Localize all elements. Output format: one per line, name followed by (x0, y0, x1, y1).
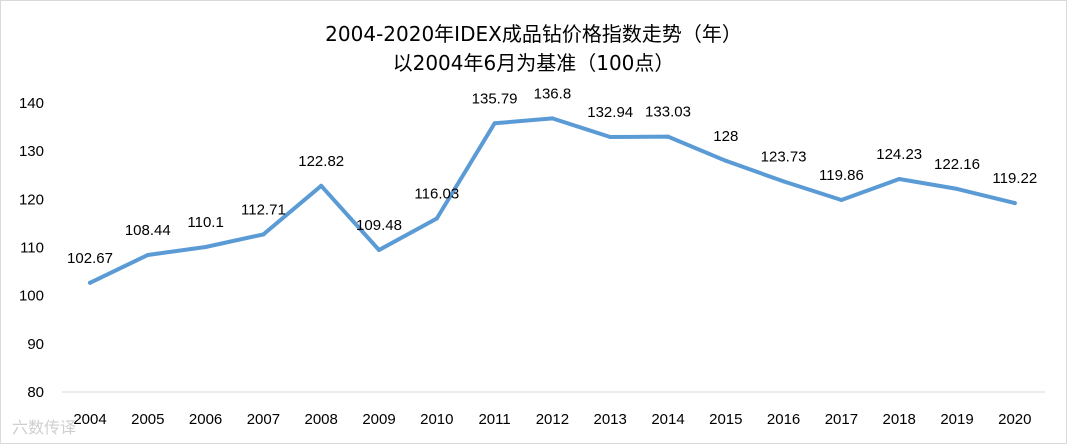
y-axis: 80 90 100 110 120 130 140 (19, 95, 44, 401)
chart-title: 2004-2020年IDEX成品钻价格指数走势（年） (325, 22, 742, 46)
x-tick-label: 2015 (709, 411, 742, 428)
x-tick-label: 2014 (651, 411, 684, 428)
x-tick-label: 2018 (883, 411, 916, 428)
data-label: 122.16 (934, 156, 980, 173)
x-tick-label: 2016 (767, 411, 800, 428)
data-label: 108.44 (125, 222, 171, 239)
x-tick-label: 2007 (247, 411, 280, 428)
data-label: 112.71 (241, 201, 286, 218)
x-tick-label: 2013 (594, 411, 627, 428)
data-point (550, 116, 555, 121)
data-point (261, 232, 266, 237)
data-point (839, 198, 844, 203)
data-label: 119.22 (992, 170, 1037, 187)
y-tick-label: 140 (19, 95, 44, 112)
data-label: 109.48 (356, 217, 402, 234)
data-point (897, 176, 902, 181)
data-point (145, 253, 150, 258)
data-label: 116.03 (414, 185, 459, 202)
data-point (781, 179, 786, 184)
x-tick-label: 2010 (420, 411, 453, 428)
data-point (608, 135, 613, 140)
data-point (666, 134, 670, 139)
data-point (434, 216, 439, 221)
x-tick-label: 2020 (998, 411, 1031, 428)
data-label: 132.94 (587, 104, 633, 121)
x-tick-label: 2006 (189, 411, 222, 428)
data-point (203, 245, 208, 250)
data-point (1012, 201, 1017, 206)
data-point (723, 158, 728, 163)
data-label: 123.73 (761, 148, 807, 165)
data-point (88, 280, 92, 285)
y-tick-label: 80 (27, 384, 44, 401)
x-axis: 2004 2005 2006 2007 2008 2009 2010 2011 2012 2013… (62, 391, 1045, 428)
data-point (492, 121, 497, 126)
data-point (377, 248, 381, 253)
y-tick-label: 130 (19, 143, 44, 160)
y-tick-label: 120 (19, 191, 44, 208)
data-label: 133.03 (645, 104, 691, 121)
x-tick-label: 2008 (305, 411, 338, 428)
y-tick-label: 110 (20, 240, 44, 257)
x-tick-label: 2009 (362, 411, 395, 428)
x-tick-label: 2012 (536, 411, 569, 428)
series (88, 116, 1017, 285)
data-labels: 102.67 108.44 110.1 112.71 122.82 109.48 116.0… (67, 85, 1037, 266)
data-point (319, 183, 324, 188)
x-tick-label: 2011 (478, 411, 510, 428)
x-tick-label: 2017 (825, 411, 858, 428)
x-tick-label: 2004 (73, 411, 106, 428)
data-label: 136.8 (534, 85, 572, 102)
y-tick-label: 90 (27, 336, 44, 353)
y-tick-label: 100 (19, 288, 44, 305)
watermark-logo: 六数传译 (12, 418, 77, 437)
data-label: 110.1 (187, 214, 223, 231)
data-point (955, 186, 959, 191)
data-label: 128 (713, 128, 738, 145)
x-tick-label: 2019 (940, 411, 973, 428)
data-label: 135.79 (472, 90, 518, 107)
x-tick-label: 2005 (131, 411, 164, 428)
data-label: 124.23 (876, 146, 922, 163)
series-line (88, 116, 1017, 285)
data-label: 122.82 (298, 153, 344, 170)
data-label: 102.67 (67, 250, 113, 267)
chart-subtitle: 以2004年6月为基准（100点） (392, 51, 675, 75)
data-label: 119.86 (819, 167, 864, 184)
